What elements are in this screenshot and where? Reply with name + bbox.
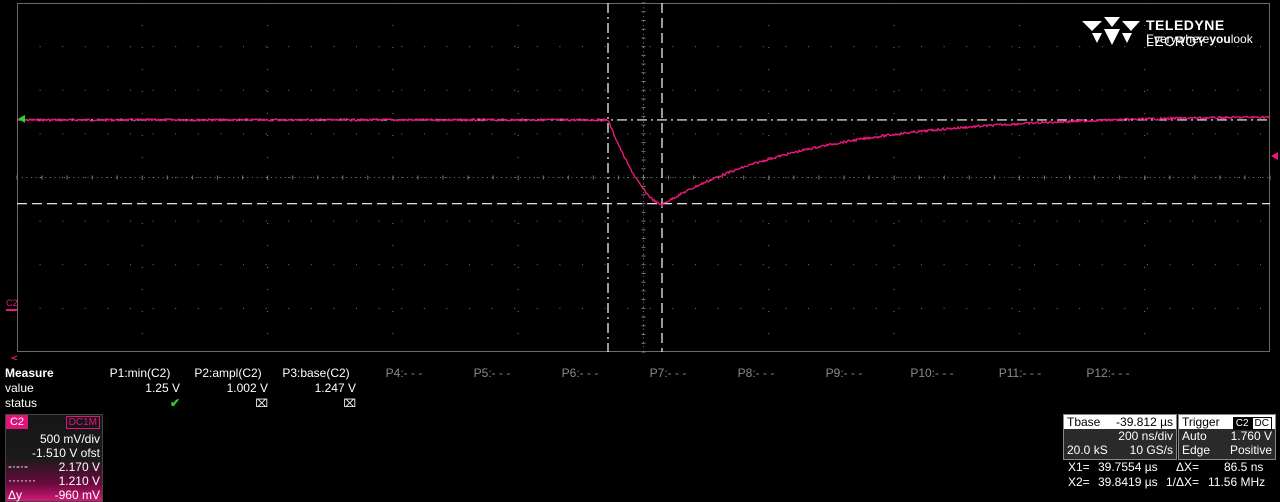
cursor1-line-icon: -·-·- <box>8 459 28 473</box>
trigger-slope: Positive <box>1229 443 1272 457</box>
status-check-icon: ✔ <box>169 396 180 410</box>
cursor-x2-label: X2= <box>1068 475 1090 489</box>
param-label: P6:- - - <box>561 366 599 380</box>
channel-cursor2-value: 1.210 V <box>58 474 100 488</box>
channel-descriptor-c2[interactable]: C2 DC1M 500 mV/div -1.510 V ofst -·-·- 2… <box>5 414 103 502</box>
measure-row-status-label: status <box>5 396 38 410</box>
logo-tagline-3: look <box>1230 32 1253 46</box>
timebase-title: Tbase <box>1067 415 1101 429</box>
status-empty <box>980 381 1060 395</box>
measure-row-value-label: value <box>5 381 34 395</box>
logo-brand-text-2: LECROY <box>1146 33 1207 49</box>
channel-coupling: DC1M <box>65 416 100 429</box>
trigger-mode: Auto <box>1182 429 1207 443</box>
c2-waveform-trace <box>16 115 1271 207</box>
status-empty <box>364 381 444 395</box>
param-label: P11:- - - <box>998 366 1042 380</box>
param-label: P9:- - - <box>825 366 863 380</box>
status-empty <box>540 381 620 395</box>
cursor-inv-label: 1/ΔX= <box>1166 475 1200 489</box>
timebase-rate: 10 GS/s <box>1129 443 1173 457</box>
param-label: P2:ampl(C2) <box>194 366 262 380</box>
left-arrow-icon <box>10 355 18 360</box>
trigger-level-right-arrow-icon <box>1271 152 1278 160</box>
status-empty <box>892 381 972 395</box>
measure-param-2[interactable]: P2:ampl(C2) 1.002 V ⌧ <box>188 366 268 410</box>
logo-brand-text: TELEDYNE <box>1146 17 1225 33</box>
param-label: P3:base(C2) <box>282 366 350 380</box>
timebase-samples: 20.0 kS <box>1067 443 1108 457</box>
channel-vdiv: 500 mV/div <box>39 432 100 446</box>
oscilloscope-display[interactable]: C2 <box>0 0 1280 360</box>
teledyne-lecroy-logo: TELEDYNE LECROY Everywhereyoulook <box>1082 15 1272 49</box>
timebase-descriptor[interactable]: Tbase -39.812 µs 200 ns/div 20.0 kS 10 G… <box>1063 414 1177 460</box>
trigger-source-badge: C2 <box>1232 417 1252 430</box>
param-value: 1.247 V <box>314 381 356 395</box>
param-label: P8:- - - <box>737 366 775 380</box>
logo-tagline-1: Everywhere <box>1146 32 1210 46</box>
measure-param-9[interactable]: P9:- - - <box>804 366 884 395</box>
channel-cursor1-value: 2.170 V <box>58 460 100 474</box>
measure-param-12[interactable]: P12:- - - <box>1068 366 1148 395</box>
measure-param-10[interactable]: P10:- - - <box>892 366 972 395</box>
measure-param-3[interactable]: P3:base(C2) 1.247 V ⌧ <box>276 366 356 410</box>
channel-label: C2 <box>6 415 28 429</box>
channel-offset: -1.510 V ofst <box>31 446 100 460</box>
trigger-coupling-badge: DC <box>1251 417 1272 430</box>
param-value: 1.25 V <box>145 381 180 395</box>
channel-delta-value: -960 mV <box>54 488 100 502</box>
cursor-dx-label: ΔX= <box>1176 460 1200 474</box>
measure-title[interactable]: Measure <box>5 366 54 380</box>
trigger-type: Edge <box>1182 443 1211 457</box>
param-label: P12:- - - <box>1086 366 1130 380</box>
measure-param-5[interactable]: P5:- - - <box>452 366 532 395</box>
cursor-x1-value: 39.7554 µs <box>1098 460 1158 474</box>
cursor2-line-icon: ······· <box>8 473 36 487</box>
logo-tagline-2: you <box>1209 32 1231 46</box>
measure-param-4[interactable]: P4:- - - <box>364 366 444 395</box>
measure-param-7[interactable]: P7:- - - <box>628 366 708 395</box>
delta-y-label: Δy <box>8 488 23 502</box>
param-label: P1:min(C2) <box>109 366 171 380</box>
channel-ground-label: C2 <box>6 298 18 308</box>
cursor-x1-label: X1= <box>1068 460 1090 474</box>
measure-param-8[interactable]: P8:- - - <box>716 366 796 395</box>
timebase-tdiv: 200 ns/div <box>1118 429 1173 443</box>
status-empty <box>716 381 796 395</box>
cursor-x2-value: 39.8419 µs <box>1098 475 1158 489</box>
trigger-title: Trigger <box>1182 415 1220 429</box>
status-empty <box>804 381 884 395</box>
status-empty <box>1068 381 1148 395</box>
status-warning-icon: ⌧ <box>343 398 356 410</box>
status-empty <box>628 381 708 395</box>
param-label: P7:- - - <box>649 366 687 380</box>
measure-param-6[interactable]: P6:- - - <box>540 366 620 395</box>
param-value: 1.002 V <box>226 381 268 395</box>
measure-param-1[interactable]: P1:min(C2) 1.25 V ✔ <box>100 366 180 410</box>
cursor-dx-value: 86.5 ns <box>1224 460 1264 474</box>
logo-mark-icon <box>1082 17 1140 45</box>
cursor-inv-value: 11.56 MHz <box>1208 475 1266 489</box>
param-label: P5:- - - <box>473 366 511 380</box>
status-warning-icon: ⌧ <box>255 398 268 410</box>
trigger-level-left-arrow-icon <box>18 114 25 123</box>
param-label: P4:- - - <box>385 366 423 380</box>
trigger-level: 1.760 V <box>1230 429 1272 443</box>
trigger-descriptor[interactable]: Trigger C2 DC Auto 1.760 V Edge Positive <box>1178 414 1276 460</box>
param-label: P10:- - - <box>910 366 954 380</box>
status-empty <box>452 381 532 395</box>
timebase-delay: -39.812 µs <box>1116 415 1173 429</box>
measure-param-11[interactable]: P11:- - - <box>980 366 1060 395</box>
